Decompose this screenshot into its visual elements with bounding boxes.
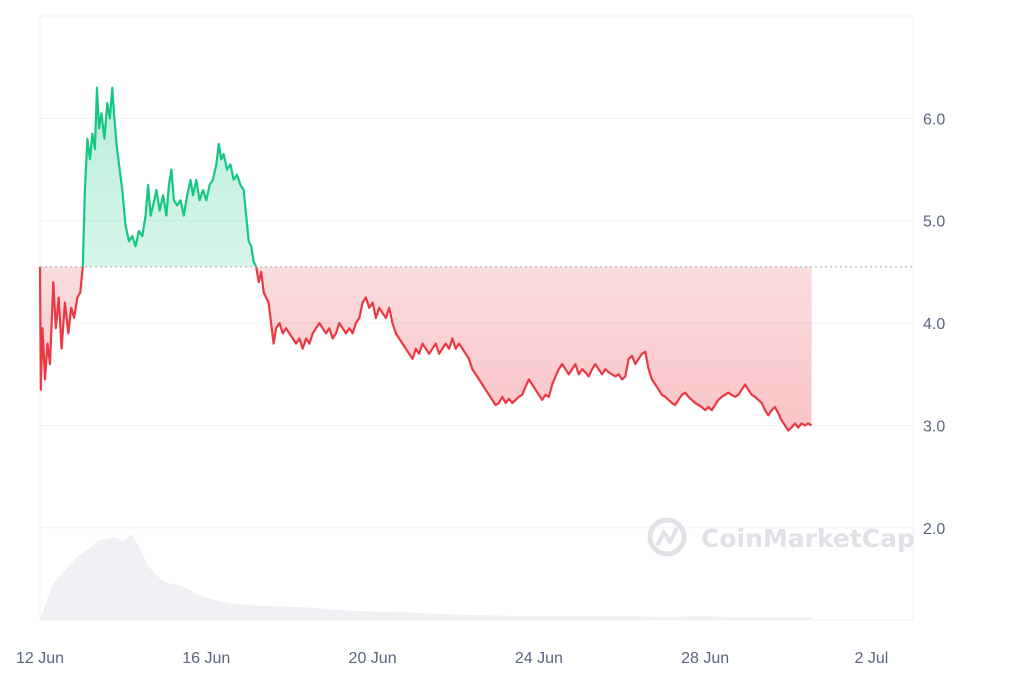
x-tick-label: 28 Jun xyxy=(681,650,729,667)
y-tick-label: 5.0 xyxy=(923,214,945,231)
y-tick-label: 3.0 xyxy=(923,418,945,435)
y-tick-label: 4.0 xyxy=(923,316,945,333)
x-tick-label: 24 Jun xyxy=(515,650,563,667)
y-axis: 6.0 5.0 4.0 3.0 2.0 xyxy=(923,111,945,537)
x-tick-label: 16 Jun xyxy=(182,650,230,667)
x-tick-label: 12 Jun xyxy=(16,650,64,667)
x-axis: 12 Jun 16 Jun 20 Jun 24 Jun 28 Jun 2 Jul xyxy=(16,650,888,667)
volume-area-fill xyxy=(40,534,812,620)
y-tick-label: 2.0 xyxy=(923,521,945,538)
coinmarketcap-logo-icon xyxy=(647,517,687,557)
volume-area xyxy=(40,534,812,620)
x-tick-label: 2 Jul xyxy=(855,650,889,667)
x-tick-label: 20 Jun xyxy=(349,650,397,667)
y-tick-label: 6.0 xyxy=(923,111,945,128)
price-line-down xyxy=(38,266,813,432)
price-area-above-baseline xyxy=(40,87,812,267)
coinmarketcap-watermark: CoinMarketCap xyxy=(647,517,915,557)
price-series xyxy=(38,86,813,432)
price-area-below-baseline xyxy=(40,266,812,431)
price-line-up xyxy=(38,86,258,267)
watermark-text: CoinMarketCap xyxy=(701,524,915,553)
